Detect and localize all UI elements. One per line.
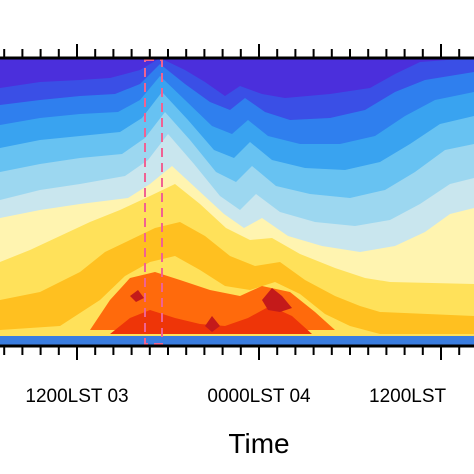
x-tick-label: 0000LST 04 (207, 386, 311, 407)
highlight-box (144, 59, 163, 345)
contour-fill (0, 58, 474, 346)
contour-core (130, 290, 144, 302)
contour-core (262, 288, 292, 312)
x-tick-label: 1200LST (369, 386, 447, 407)
contour-band (0, 58, 474, 98)
contour-core (110, 306, 312, 334)
bottom-ticks (3, 346, 461, 360)
surface-band (0, 336, 474, 346)
x-axis-title: Time (228, 428, 289, 459)
contour-core (205, 316, 220, 332)
top-ticks (3, 44, 461, 58)
x-tick-label: 1200LST 03 (25, 386, 128, 407)
plot-frame (0, 56, 474, 348)
